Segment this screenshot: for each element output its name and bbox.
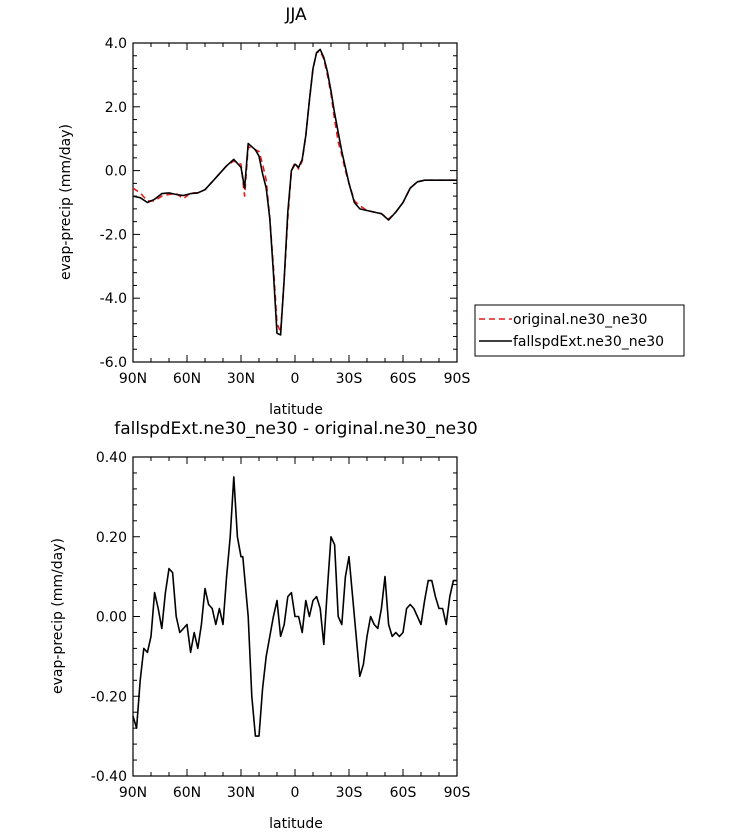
x-tick-label: 60S <box>390 371 417 387</box>
x-tick-label: 90S <box>444 785 471 801</box>
chart-title: fallspdExt.ne30_ne30 - original.ne30_ne3… <box>114 419 478 439</box>
legend: original.ne30_ne30 fallspdExt.ne30_ne30 <box>474 304 685 357</box>
series-lines <box>132 48 457 336</box>
y-tick-label: -4.0 <box>100 291 127 307</box>
y-tick-label: -6.0 <box>100 355 127 371</box>
y-tick-label: 0.0 <box>105 164 127 180</box>
y-tick-label: 2.0 <box>105 100 127 116</box>
x-axis-label: latitude <box>269 402 323 418</box>
series-line-fallspdext-ne30-ne30-original-ne30-ne30 <box>132 476 457 737</box>
x-tick-label: 60S <box>390 785 417 801</box>
x-tick-label: 60N <box>173 371 201 387</box>
x-tick-label: 90N <box>119 371 147 387</box>
x-tick-label: 30S <box>336 785 363 801</box>
axis-ticks: 90N 60N 30N 0 30S 60S 90S -6.0 -4.0 -2.0 0.0 2.0 4.0 <box>100 36 471 387</box>
legend-label-original: original.ne30_ne30 <box>513 312 647 328</box>
y-tick-label: -0.40 <box>91 769 127 785</box>
axis-ticks: 90N 60N 30N 0 30S 60S 90S -0.40 -0.20 0.00 0.20 0.4… <box>91 450 471 801</box>
series-line-fallspdext-ne30-ne30 <box>132 48 457 336</box>
x-tick-label: 0 <box>291 785 300 801</box>
y-tick-label: 4.0 <box>105 36 127 52</box>
y-tick-label: 0.20 <box>96 530 127 546</box>
x-axis-label: latitude <box>269 816 323 832</box>
panel-top: JJA 90N 60N 30N 0 30S 60S 90S -6.0 -4.0 -2.0 0.0 2.… <box>58 5 685 418</box>
chart-title: JJA <box>284 5 307 25</box>
y-tick-label: -0.20 <box>91 689 127 705</box>
x-tick-label: 30N <box>227 371 255 387</box>
panel-bottom: fallspdExt.ne30_ne30 - original.ne30_ne3… <box>50 419 478 832</box>
x-tick-label: 30S <box>336 371 363 387</box>
x-tick-label: 0 <box>291 371 300 387</box>
x-tick-label: 90S <box>444 371 471 387</box>
x-tick-label: 90N <box>119 785 147 801</box>
y-axis-label: evap-precip (mm/day) <box>50 538 66 694</box>
series-lines <box>132 476 457 737</box>
y-axis-label: evap-precip (mm/day) <box>58 124 74 280</box>
y-tick-label: 0.40 <box>96 450 127 466</box>
plot-frame <box>132 42 458 363</box>
x-tick-label: 60N <box>173 785 201 801</box>
y-tick-label: -2.0 <box>100 227 127 243</box>
legend-box <box>474 304 685 357</box>
legend-label-fallspdext: fallspdExt.ne30_ne30 <box>513 334 664 350</box>
x-tick-label: 30N <box>227 785 255 801</box>
y-tick-label: 0.00 <box>96 610 127 626</box>
